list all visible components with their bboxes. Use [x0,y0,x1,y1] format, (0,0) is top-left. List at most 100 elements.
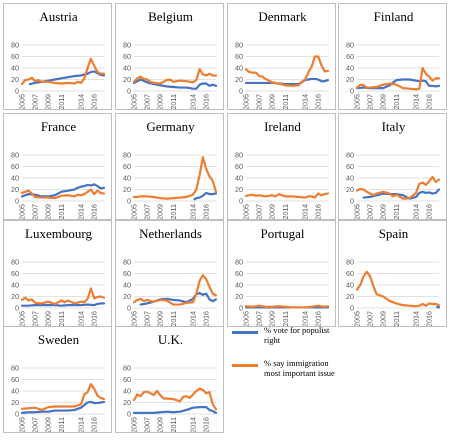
x-tick-label: 2011 [281,204,290,219]
y-tick-label: 20 [346,185,354,194]
x-tick-label: 2007 [366,94,375,110]
series-line-immigration [244,192,330,199]
y-tick-label: 60 [123,162,131,171]
y-tick-label: 40 [123,174,131,183]
y-tick-label: 20 [11,75,19,84]
y-tick-label: 0 [239,197,243,206]
y-tick-label: 0 [239,87,243,96]
x-tick-label: 2011 [169,417,178,432]
y-tick-label: 20 [123,185,131,194]
panel-plot-luxembourg: Luxembourg 0 20 40 60 80 2005 2007 2009 2011 2014 2… [11,226,106,327]
panel-plot-italy: Italy 0 20 40 60 80 2005 2007 2009 2011 2014 2016 [346,119,441,220]
y-tick-label: 80 [11,258,19,267]
panel-title: Luxembourg [25,226,92,241]
y-tick-label: 60 [11,52,19,61]
y-tick-label: 60 [123,375,131,384]
y-tick-label: 0 [127,197,131,206]
x-tick-label: 2014 [76,417,85,433]
y-tick-label: 40 [346,64,354,73]
y-tick-label: 80 [235,41,243,50]
x-tick-label: 2016 [314,204,323,220]
legend-label: % say immigration most important issue [264,358,335,378]
panel-title: France [41,119,77,134]
y-tick-label: 0 [15,410,19,419]
x-tick-label: 2009 [156,204,165,220]
x-tick-label: 2005 [352,204,361,220]
panel-austria: Austria 0 20 40 60 80 2005 2007 2009 2011 2014 2016 [3,3,112,110]
x-tick-label: 2011 [392,94,401,109]
x-tick-label: 2014 [300,94,309,110]
x-tick-label: 2007 [31,417,40,433]
x-tick-label: 2009 [156,311,165,327]
series-line-populist [20,400,106,414]
x-tick-label: 2009 [268,311,277,327]
panel-title: Belgium [148,9,193,24]
x-tick-label: 2011 [169,94,178,109]
series-line-populist [20,302,106,307]
panel-france: France 0 20 40 60 80 2005 2007 2009 2011 2014 2016 [3,113,112,220]
series-line-immigration [132,387,218,411]
panel-belgium: Belgium 0 20 40 60 80 2005 2007 2009 2011 2014 2016 [115,3,224,110]
series-line-immigration [355,66,441,91]
y-tick-label: 80 [11,41,19,50]
x-tick-label: 2014 [411,204,420,220]
x-tick-label: 2007 [143,204,152,220]
x-tick-label: 2009 [156,94,165,110]
x-tick-label: 2016 [314,311,323,327]
panel-plot-ireland: Ireland 0 20 40 60 80 2005 2007 2009 2011 2014 2016 [235,119,330,220]
panel-netherlands: Netherlands 0 20 40 60 80 2005 2007 2009 2011 2014… [115,220,224,327]
x-tick-label: 2014 [188,204,197,220]
x-tick-label: 2016 [314,94,323,110]
x-tick-label: 2009 [44,311,53,327]
y-tick-label: 0 [127,304,131,313]
y-tick-label: 80 [346,151,354,160]
panel-title: Germany [146,119,195,134]
y-tick-label: 0 [15,197,19,206]
y-tick-label: 0 [350,87,354,96]
panel-spain: Spain 0 20 40 60 80 2005 2007 2009 2011 2014 2016 [338,220,447,327]
x-tick-label: 2016 [425,94,434,110]
series-line-immigration [244,55,330,87]
y-tick-label: 20 [11,185,19,194]
panel-plot-finland: Finland 0 20 40 60 80 2005 2007 2009 2011 2014 2016 [346,9,441,110]
x-tick-label: 2009 [268,204,277,220]
panel-luxembourg: Luxembourg 0 20 40 60 80 2005 2007 2009 2011 2014 2… [3,220,112,327]
x-tick-label: 2011 [392,204,401,219]
x-tick-label: 2014 [411,311,420,327]
x-tick-label: 2011 [392,311,401,326]
panel-title: Finland [374,9,414,24]
legend-swatch [232,364,258,367]
series-line-immigration [132,68,218,85]
panel-ireland: Ireland 0 20 40 60 80 2005 2007 2009 2011 2014 2016 [227,113,336,220]
y-tick-label: 20 [123,398,131,407]
x-tick-label: 2016 [202,311,211,327]
x-tick-label: 2014 [300,204,309,220]
x-tick-label: 2005 [129,94,138,110]
x-tick-label: 2007 [255,204,264,220]
y-tick-label: 20 [235,75,243,84]
y-tick-label: 60 [11,375,19,384]
y-tick-label: 80 [123,41,131,50]
y-tick-label: 80 [123,151,131,160]
panel-plot-germany: Germany 0 20 40 60 80 2005 2007 2009 2011 2014 2016 [123,119,218,220]
panel-plot-portugal: Portugal 0 20 40 60 80 2005 2007 2009 2011 2014 201… [235,226,330,327]
y-tick-label: 40 [11,281,19,290]
y-tick-label: 80 [11,364,19,373]
panel-plot-austria: Austria 0 20 40 60 80 2005 2007 2009 2011 2014 2016 [11,9,106,110]
x-tick-label: 2005 [17,417,26,433]
x-tick-label: 2014 [188,417,197,433]
y-tick-label: 40 [123,387,131,396]
y-tick-label: 20 [235,185,243,194]
x-tick-label: 2007 [31,94,40,110]
y-tick-label: 0 [350,197,354,206]
y-tick-label: 40 [346,281,354,290]
x-tick-label: 2009 [44,204,53,220]
x-tick-label: 2014 [300,311,309,327]
y-tick-label: 60 [346,52,354,61]
series-line-populist [362,188,441,200]
x-tick-label: 2005 [17,311,26,327]
x-tick-label: 2009 [379,311,388,327]
y-tick-label: 40 [346,174,354,183]
panel-denmark: Denmark 0 20 40 60 80 2005 2007 2009 2011 2014 2016 [227,3,336,110]
